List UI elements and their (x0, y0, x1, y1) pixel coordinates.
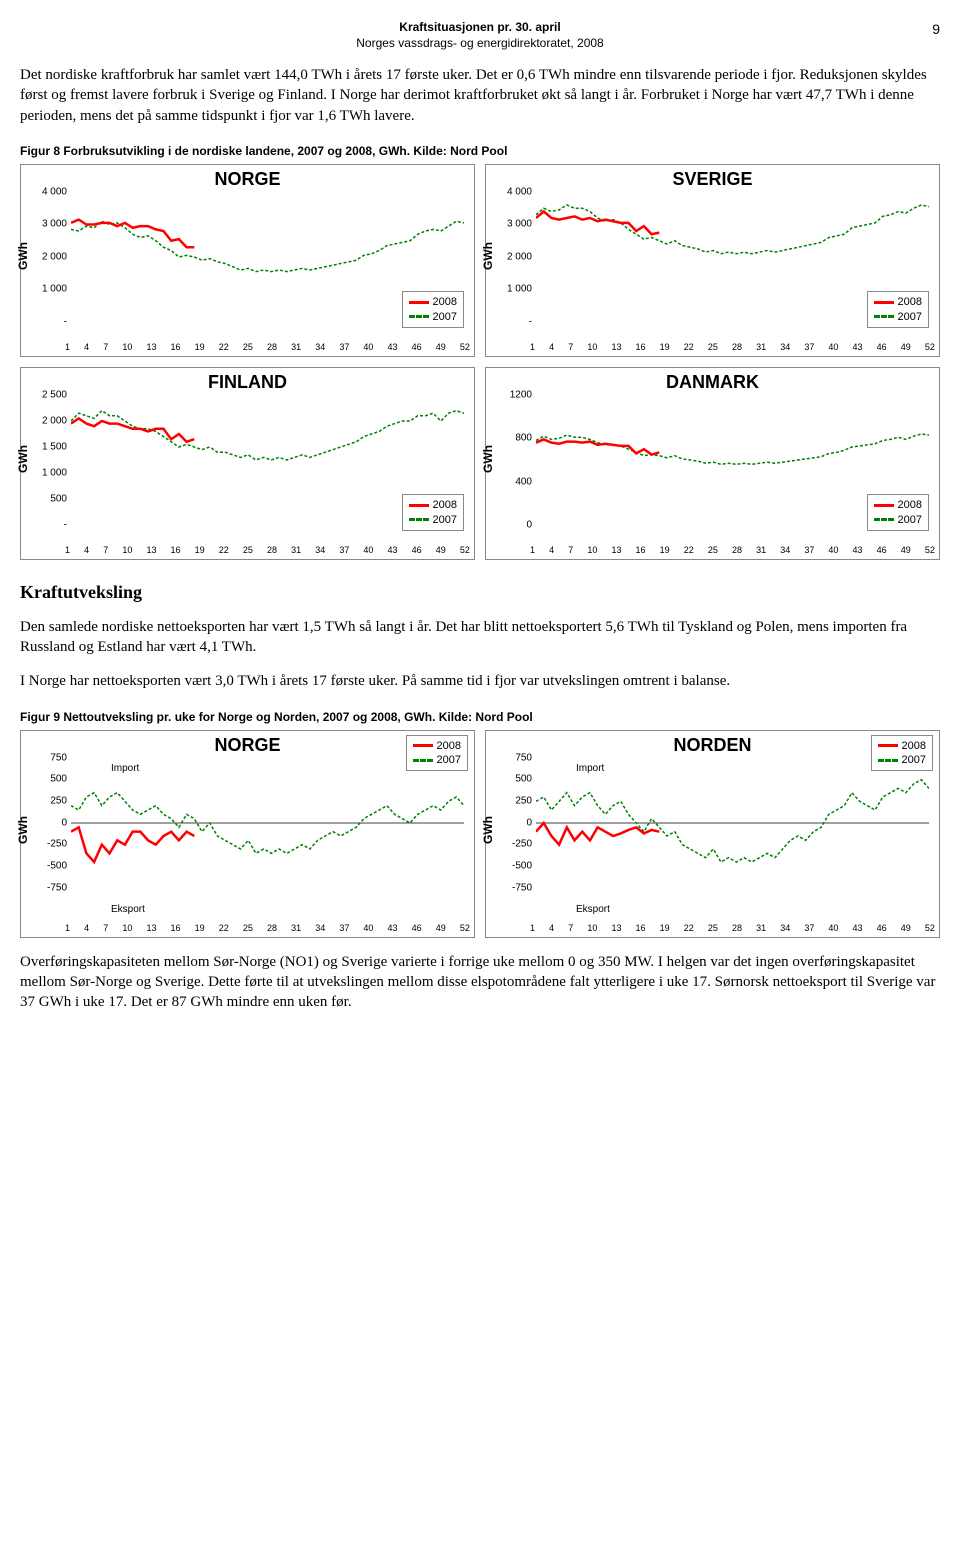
figure8-caption: Figur 8 Forbruksutvikling i de nordiske … (20, 144, 940, 158)
y-ticks: 4 0003 0002 0001 000- (496, 192, 532, 322)
chart-norge-netto: NORGEGWh7505002500-250-500-7501471013161… (20, 730, 475, 938)
legend: 20082007 (867, 291, 929, 328)
chart-title: FINLAND (27, 372, 468, 393)
annot-export: Eksport (576, 904, 610, 915)
chart-norge: NORGEGWh4 0003 0002 0001 000-14710131619… (20, 164, 475, 357)
y-axis-label: GWh (16, 445, 30, 473)
paragraph-4: Overføringskapasiteten mellom Sør-Norge … (20, 952, 940, 1013)
legend: 20082007 (406, 735, 468, 772)
chart-title: SVERIGE (492, 169, 933, 190)
x-ticks: 147101316192225283134374043464952 (65, 545, 470, 555)
header-subtitle: Norges vassdrags- og energidirektoratet,… (20, 36, 940, 52)
figure8-grid: NORGEGWh4 0003 0002 0001 000-14710131619… (20, 164, 940, 560)
y-axis-label: GWh (481, 242, 495, 270)
x-ticks: 147101316192225283134374043464952 (65, 342, 470, 352)
y-ticks: 4 0003 0002 0001 000- (31, 192, 67, 322)
page-number: 9 (932, 20, 940, 38)
legend: 20082007 (867, 494, 929, 531)
chart-title: NORGE (27, 735, 468, 756)
paragraph-3: I Norge har nettoeksporten vært 3,0 TWh … (20, 671, 940, 691)
y-ticks: 12008004000 (496, 395, 532, 525)
annot-export: Eksport (111, 904, 145, 915)
x-ticks: 147101316192225283134374043464952 (530, 545, 935, 555)
y-axis-label: GWh (481, 816, 495, 844)
chart-danmark: DANMARKGWh120080040001471013161922252831… (485, 367, 940, 560)
y-axis-label: GWh (16, 816, 30, 844)
chart-title: NORDEN (492, 735, 933, 756)
chart-sverige: SVERIGEGWh4 0003 0002 0001 000-147101316… (485, 164, 940, 357)
legend: 20082007 (871, 735, 933, 772)
page-header: Kraftsituasjonen pr. 30. april Norges va… (20, 20, 940, 51)
x-ticks: 147101316192225283134374043464952 (530, 923, 935, 933)
annot-import: Import (111, 763, 139, 774)
y-ticks: 7505002500-250-500-750 (496, 758, 532, 888)
legend: 20082007 (402, 291, 464, 328)
chart-norden-netto: NORDENGWh7505002500-250-500-750147101316… (485, 730, 940, 938)
chart-title: DANMARK (492, 372, 933, 393)
annot-import: Import (576, 763, 604, 774)
chart-title: NORGE (27, 169, 468, 190)
figure9-grid: NORGEGWh7505002500-250-500-7501471013161… (20, 730, 940, 938)
section-heading: Kraftutveksling (20, 582, 940, 603)
y-axis-label: GWh (481, 445, 495, 473)
legend: 20082007 (402, 494, 464, 531)
x-ticks: 147101316192225283134374043464952 (65, 923, 470, 933)
paragraph-1: Det nordiske kraftforbruk har samlet vær… (20, 65, 940, 126)
chart-finland: FINLANDGWh2 5002 0001 5001 000500-147101… (20, 367, 475, 560)
y-axis-label: GWh (16, 242, 30, 270)
y-ticks: 7505002500-250-500-750 (31, 758, 67, 888)
x-ticks: 147101316192225283134374043464952 (530, 342, 935, 352)
paragraph-2: Den samlede nordiske nettoeksporten har … (20, 617, 940, 658)
header-title: Kraftsituasjonen pr. 30. april (20, 20, 940, 36)
y-ticks: 2 5002 0001 5001 000500- (31, 395, 67, 525)
figure9-caption: Figur 9 Nettoutveksling pr. uke for Norg… (20, 710, 940, 724)
